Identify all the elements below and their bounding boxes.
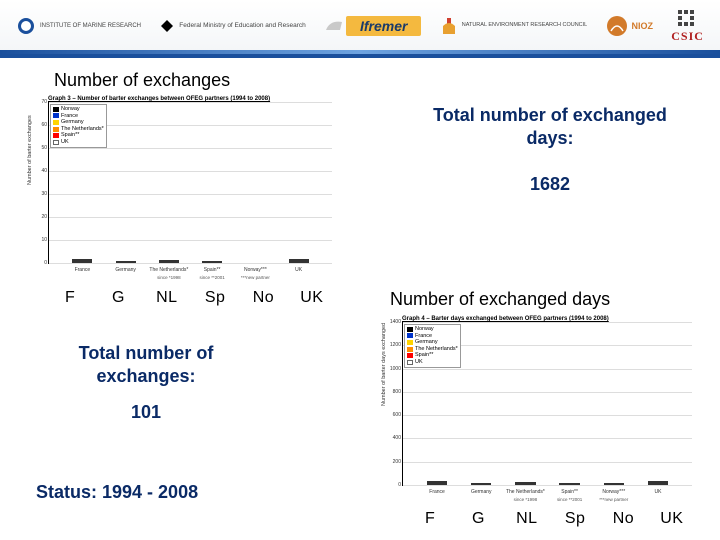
exchanges-title: Number of exchanges (54, 70, 230, 91)
chart-days-abbrs: FGNLSpNoUK (406, 510, 696, 528)
ifremer-icon (324, 16, 344, 36)
chart-exchanges-ylabel: Number of barter exchanges (27, 115, 33, 185)
chart-exchanges-legend: NorwayFranceGermanyThe Netherlands*Spain… (50, 104, 107, 148)
total-exchanges-value: 101 (36, 402, 256, 423)
logo-bmbf: Federal Ministry of Education and Resear… (159, 18, 305, 34)
csic-icon (676, 8, 700, 28)
chart-days-ylabel: Number of barter days exchanged (381, 323, 387, 406)
imr-icon (16, 14, 36, 38)
logo-ifremer: Ifremer (324, 16, 421, 36)
chart-exchanges: Graph 3 – Number of barter exchanges bet… (26, 94, 336, 282)
eagle-icon (159, 18, 175, 34)
nioz-icon (606, 15, 628, 37)
nerc-icon (440, 16, 458, 36)
logo-nioz: NIOZ (606, 15, 654, 37)
logo-csic: CSIC (671, 8, 704, 44)
status-label: Status: 1994 - 2008 (36, 482, 198, 503)
total-days-label: Total number of exchanged days: (420, 104, 680, 151)
chart-days: Graph 4 – Barter days exchanged between … (380, 314, 696, 504)
logo-nerc: NATURAL ENVIRONMENT RESEARCH COUNCIL (440, 16, 588, 36)
header-logo-strip: INSTITUTE OF MARINE RESEARCH Federal Min… (0, 0, 720, 58)
logo-imr: INSTITUTE OF MARINE RESEARCH (16, 14, 141, 38)
chart-days-legend: NorwayFranceGermanyThe Netherlands*Spain… (404, 324, 461, 368)
slide-content: Number of exchanges Total number of exch… (0, 64, 720, 540)
chart-exchanges-abbrs: FGNLSpNoUK (46, 289, 336, 307)
total-days-value: 1682 (420, 174, 680, 195)
days-title: Number of exchanged days (390, 289, 610, 310)
total-exchanges-label: Total number of exchanges: (36, 342, 256, 389)
